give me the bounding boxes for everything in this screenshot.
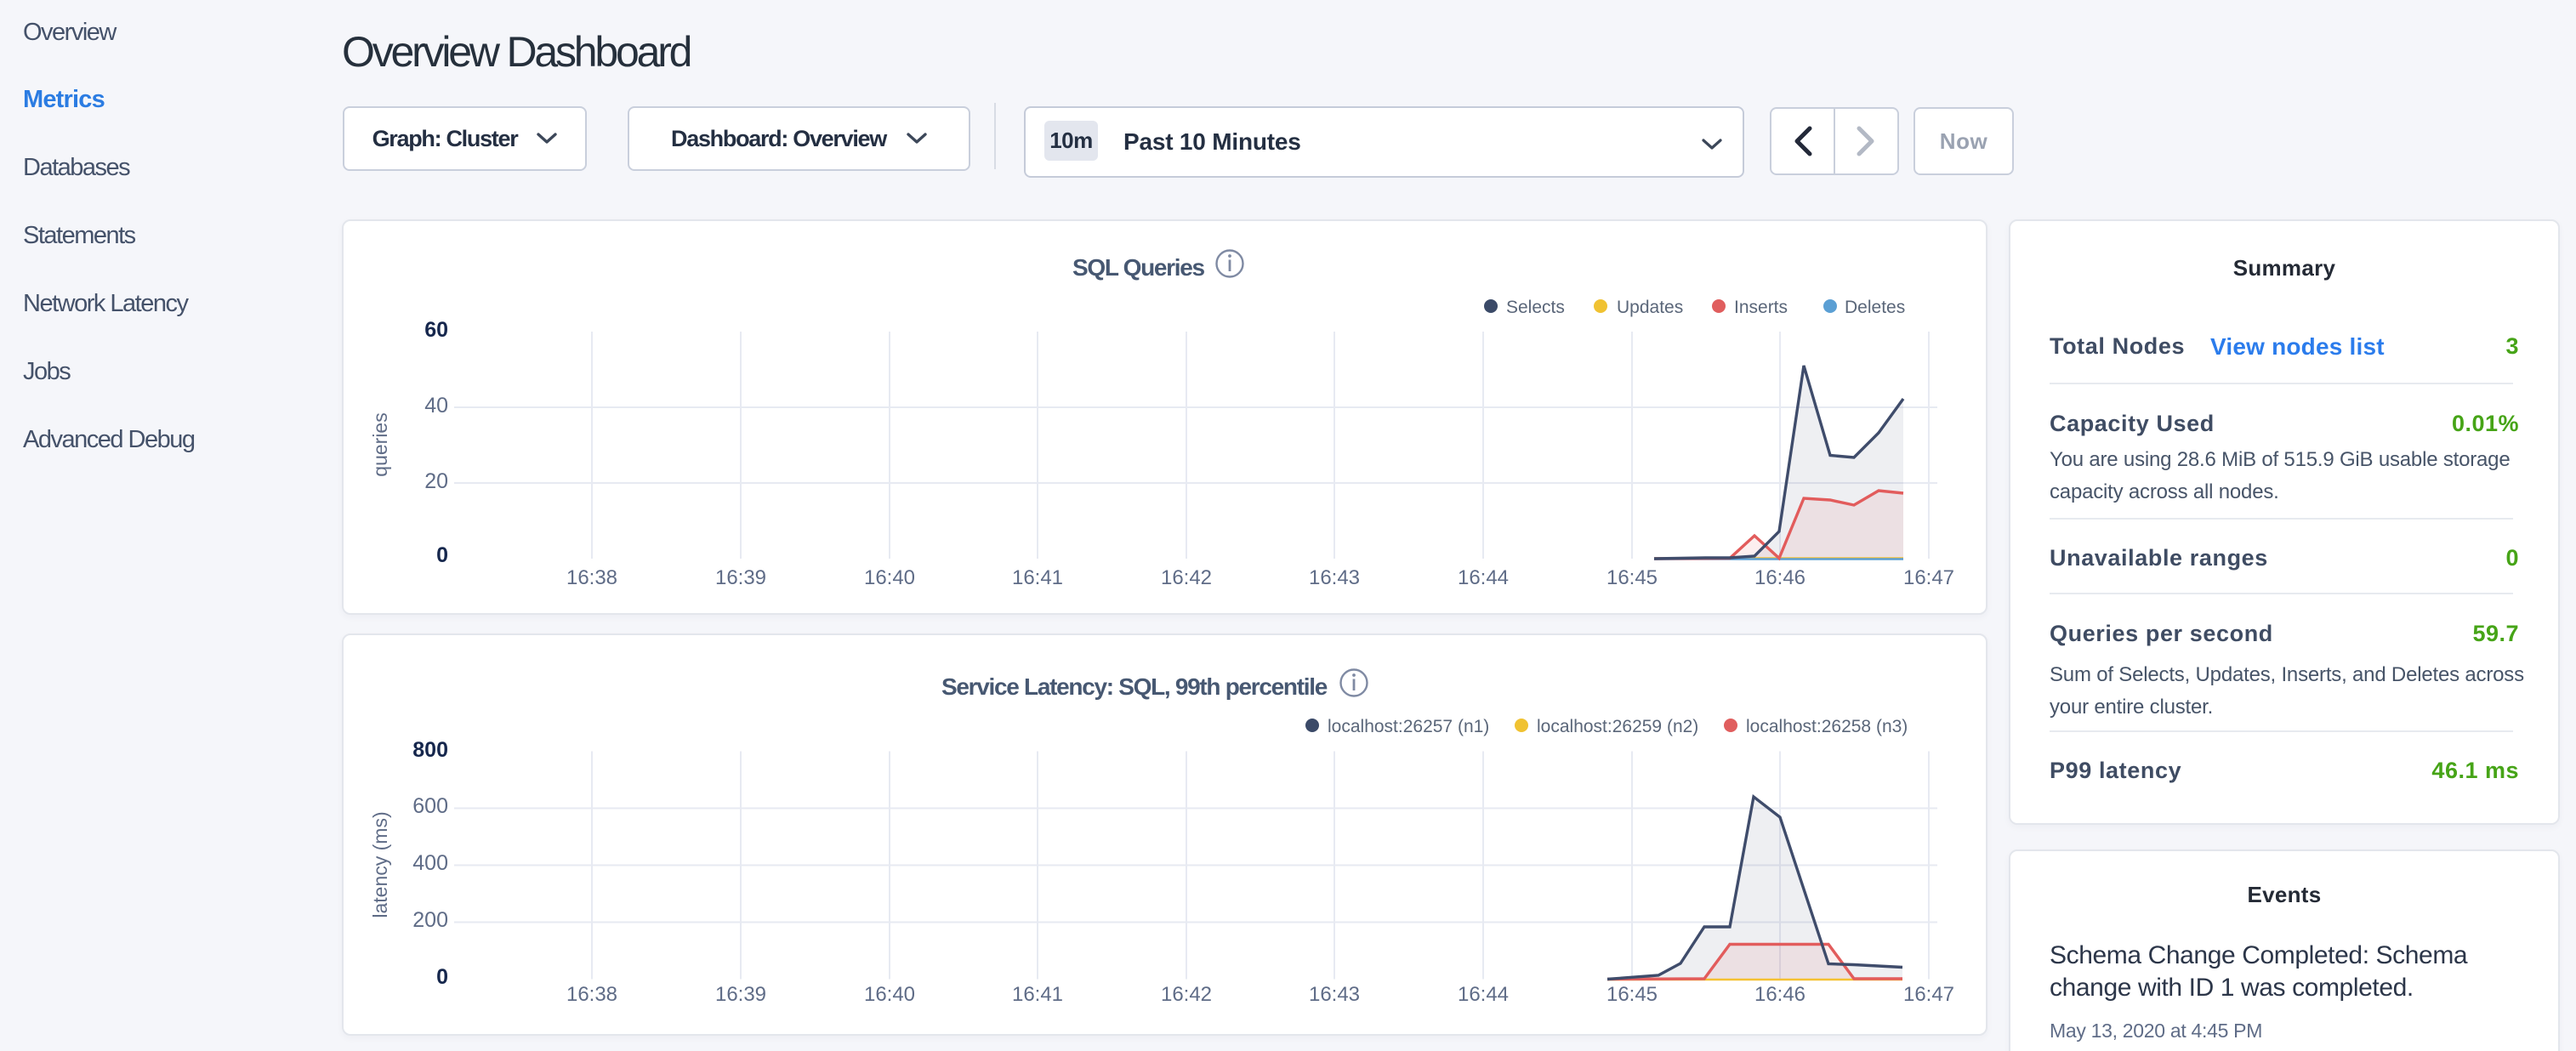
svg-text:localhost:26258 (n3): localhost:26258 (n3) [1746,717,1908,736]
svg-text:16:47: 16:47 [1903,566,1954,589]
svg-text:20: 20 [424,469,448,493]
svg-text:16:41: 16:41 [1012,983,1063,1006]
svg-text:Service Latency: SQL, 99th per: Service Latency: SQL, 99th percentile [941,673,1328,700]
svg-text:16:45: 16:45 [1606,566,1658,589]
svg-text:400: 400 [412,851,448,875]
svg-text:16:40: 16:40 [864,983,915,1006]
svg-text:16:38: 16:38 [566,983,617,1006]
svg-text:16:46: 16:46 [1754,983,1805,1006]
svg-text:SQL Queries: SQL Queries [1072,254,1205,281]
svg-text:0: 0 [436,965,448,989]
svg-text:200: 200 [412,908,448,932]
svg-text:Deletes: Deletes [1845,298,1905,317]
svg-text:16:39: 16:39 [715,566,766,589]
svg-text:16:44: 16:44 [1458,983,1509,1006]
svg-text:40: 40 [424,394,448,418]
svg-text:0: 0 [436,543,448,567]
svg-text:16:46: 16:46 [1754,566,1805,589]
svg-text:Selects: Selects [1506,298,1565,317]
svg-text:16:38: 16:38 [566,566,617,589]
svg-text:60: 60 [424,318,448,342]
svg-text:Inserts: Inserts [1734,298,1788,317]
svg-text:latency (ms): latency (ms) [369,811,391,917]
svg-text:16:42: 16:42 [1161,566,1212,589]
svg-text:localhost:26257 (n1): localhost:26257 (n1) [1328,717,1489,736]
svg-text:16:40: 16:40 [864,566,915,589]
svg-text:16:42: 16:42 [1161,983,1212,1006]
svg-text:16:43: 16:43 [1309,566,1360,589]
svg-text:800: 800 [412,738,448,762]
svg-text:localhost:26259 (n2): localhost:26259 (n2) [1537,717,1698,736]
svg-text:16:45: 16:45 [1606,983,1658,1006]
svg-text:16:44: 16:44 [1458,566,1509,589]
svg-text:Updates: Updates [1617,298,1683,317]
svg-text:16:43: 16:43 [1309,983,1360,1006]
svg-text:600: 600 [412,794,448,818]
svg-text:16:39: 16:39 [715,983,766,1006]
svg-text:16:47: 16:47 [1903,983,1954,1006]
svg-text:16:41: 16:41 [1012,566,1063,589]
svg-text:queries: queries [369,412,391,476]
